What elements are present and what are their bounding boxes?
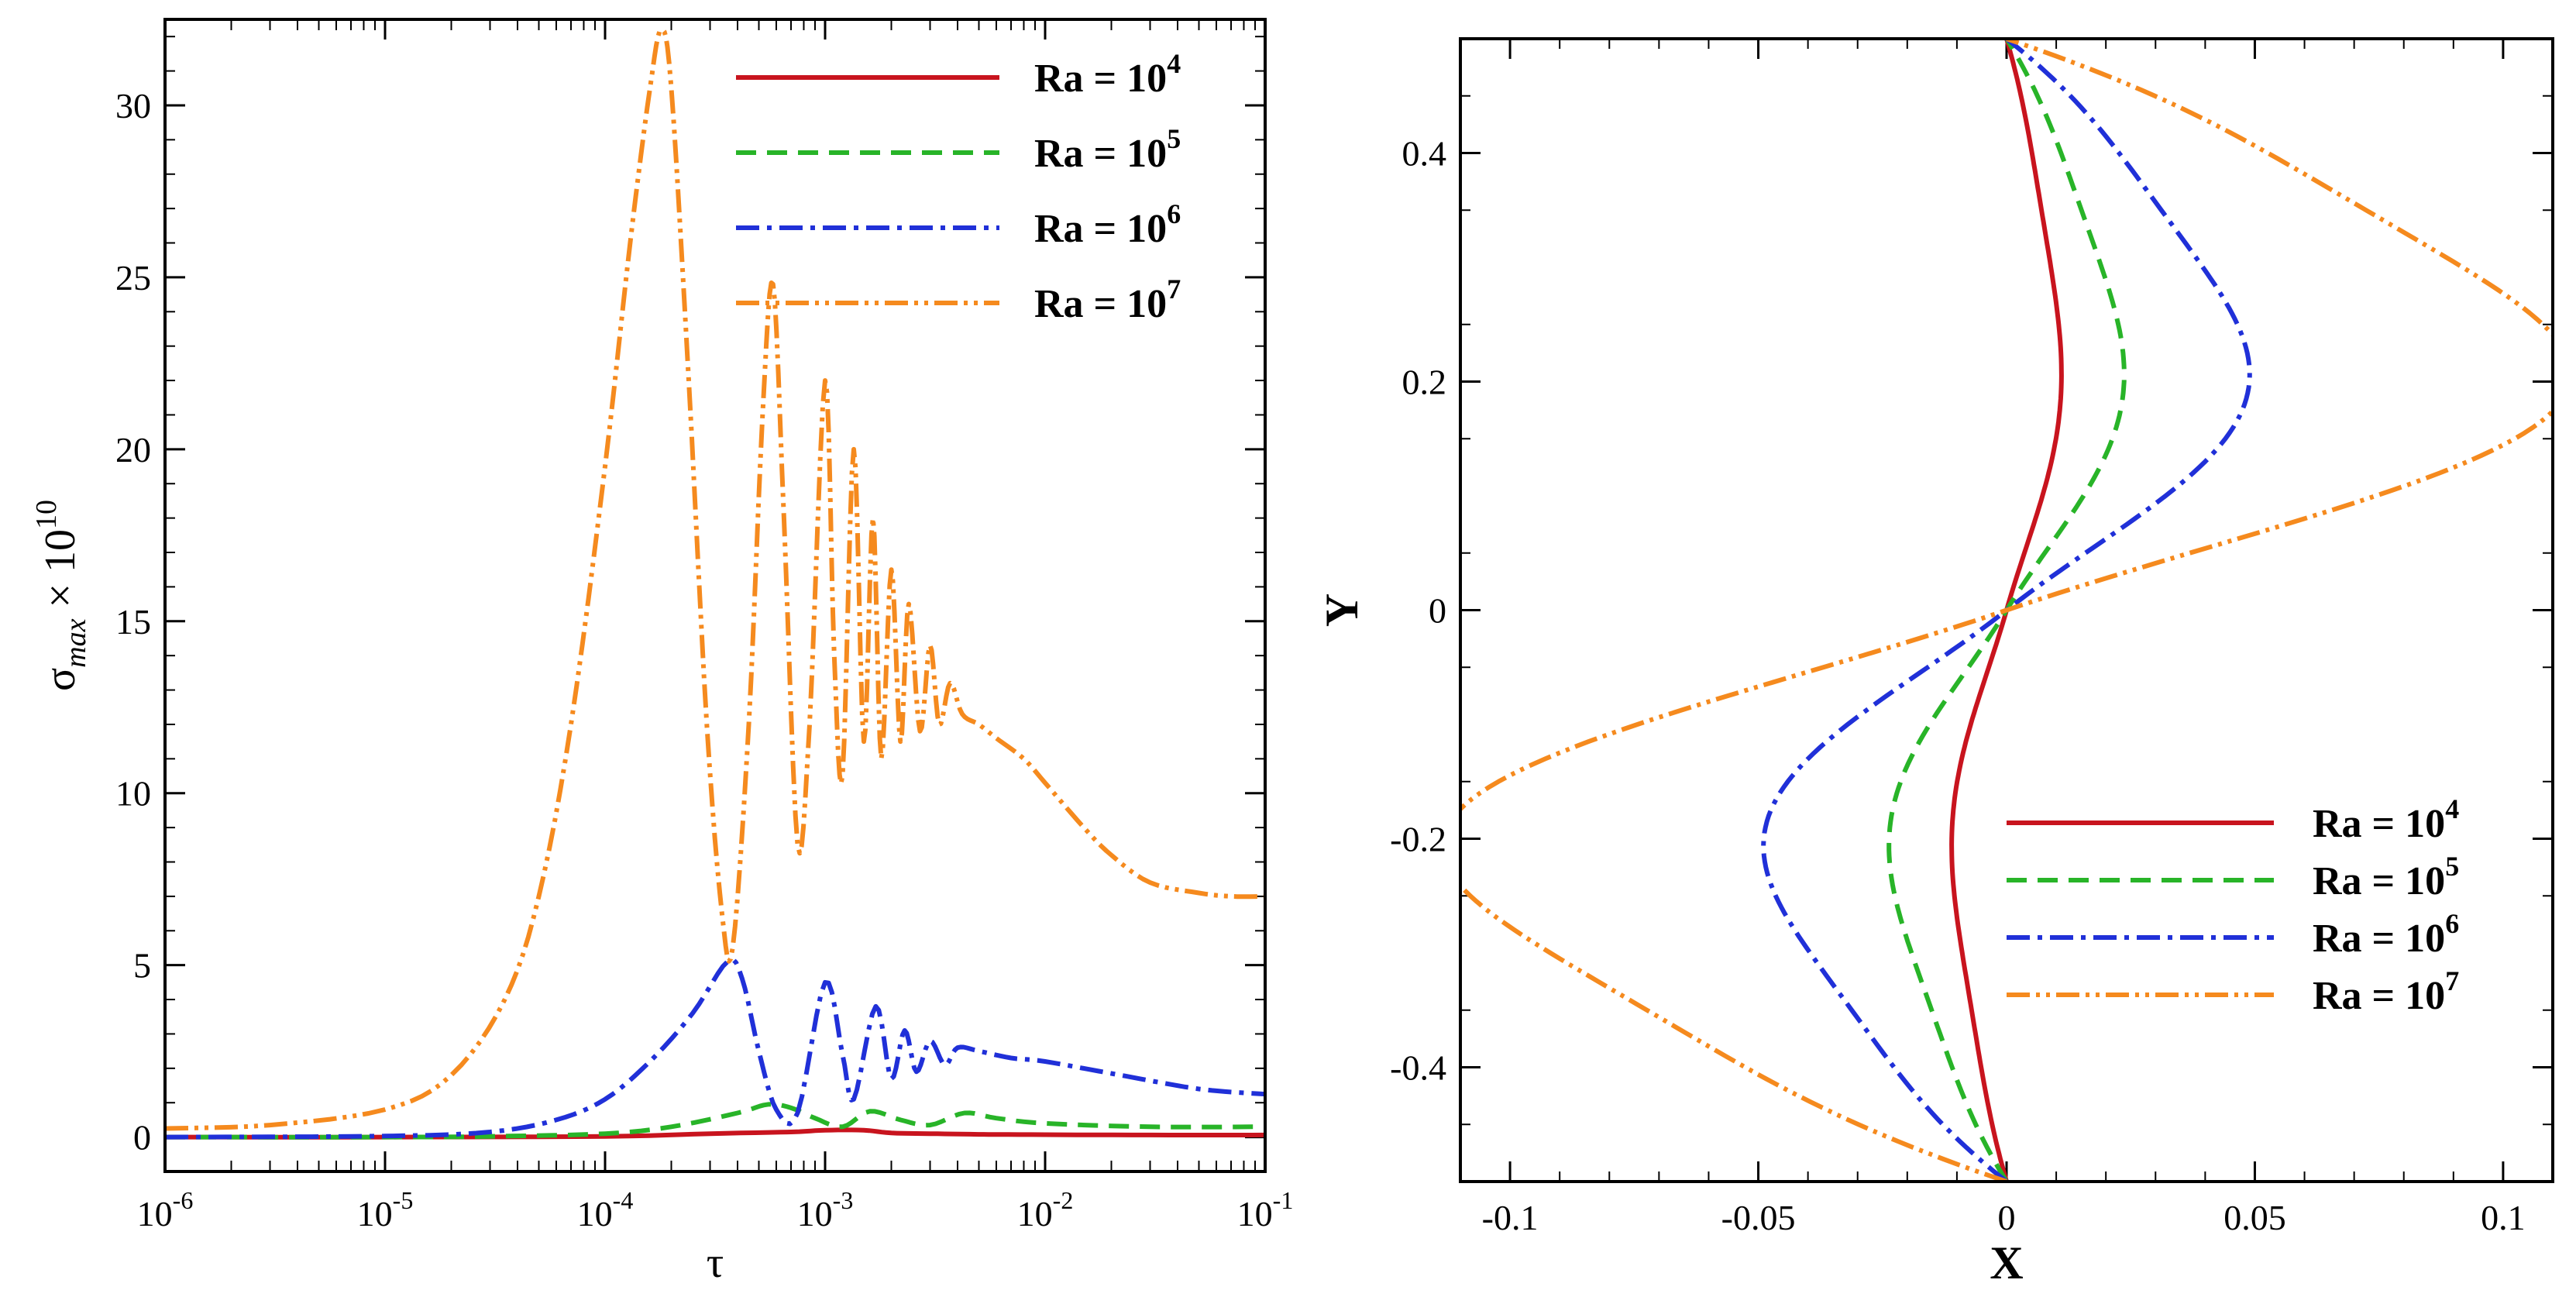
left-legend-label-text: Ra = 10 <box>1034 282 1167 326</box>
left-legend-label-exponent: 6 <box>1167 198 1181 229</box>
left-x-tick-exponent: -3 <box>833 1186 854 1214</box>
right-y-tick-label: -0.2 <box>1390 820 1446 859</box>
right-legend-label-exponent: 7 <box>2445 965 2459 996</box>
left-series-group <box>165 27 1265 1140</box>
right-legend-label-text: Ra = 10 <box>2313 917 2445 961</box>
left-legend-label-text: Ra = 10 <box>1034 57 1167 101</box>
left-legend-label-exponent: 4 <box>1167 48 1181 79</box>
left-plot-area <box>165 19 1265 1171</box>
right-legend-label-exponent: 4 <box>2445 793 2459 824</box>
left-legend-label: Ra = 107 <box>1034 274 1181 326</box>
left-x-tick-exponent: -2 <box>1053 1186 1074 1214</box>
left-y-title-exponent: 10 <box>30 500 63 529</box>
right-chart: -0.1 -0.05 0 0.05 0.1-0.4-0.200.20.4Ra = 104… <box>1316 37 2554 1288</box>
right-legend-label-text: Ra = 10 <box>2313 974 2445 1018</box>
left-y-tick-label: 25 <box>115 258 151 298</box>
right-y-tick-label: 0.2 <box>1402 363 1447 402</box>
right-legend-label: Ra = 105 <box>2313 851 2459 903</box>
left-series-line-7 <box>165 27 1265 1131</box>
left-x-tick-label: 10-1 <box>1237 1186 1294 1233</box>
left-y-tick-label: 5 <box>133 946 151 986</box>
right-legend-label-exponent: 5 <box>2445 851 2459 882</box>
left-x-tick-base: 10 <box>357 1194 393 1233</box>
left-y-axis-title: σmax × 1010 <box>30 500 92 691</box>
left-y-title-sigma: σ <box>36 668 84 691</box>
left-x-tick-exponent: -6 <box>173 1186 194 1214</box>
left-x-tick-base: 10 <box>797 1194 833 1233</box>
right-x-tick-label: -0.1 <box>1482 1198 1539 1237</box>
left-x-tick-label: 10-6 <box>137 1186 194 1233</box>
left-legend-label-text: Ra = 10 <box>1034 132 1167 176</box>
right-legend-label-text: Ra = 10 <box>2313 859 2445 903</box>
left-x-tick-base: 10 <box>1237 1194 1273 1233</box>
left-y-tick-label: 15 <box>115 602 151 642</box>
right-legend-label: Ra = 106 <box>2313 908 2459 961</box>
left-y-tick-label: 30 <box>115 86 151 126</box>
left-x-tick-exponent: -1 <box>1273 1186 1294 1214</box>
left-x-tick-base: 10 <box>137 1194 173 1233</box>
left-x-tick-base: 10 <box>1017 1194 1053 1233</box>
right-x-tick-label: -0.05 <box>1721 1198 1796 1237</box>
right-y-axis-title: Y <box>1316 593 1367 627</box>
right-x-tick-label: 0 <box>1998 1198 2016 1237</box>
left-x-tick-label: 10-4 <box>577 1186 634 1233</box>
left-x-tick-exponent: -5 <box>393 1186 414 1214</box>
left-x-axis-title: τ <box>707 1239 724 1287</box>
left-x-tick-label: 10-5 <box>357 1186 414 1233</box>
left-x-tick-label: 10-3 <box>797 1186 854 1233</box>
right-axes-frame <box>1459 37 2554 1183</box>
left-legend-label: Ra = 104 <box>1034 48 1181 101</box>
right-x-tick-label: 0.1 <box>2481 1198 2526 1237</box>
left-series-line-5 <box>165 1102 1265 1140</box>
left-series-line-4 <box>165 1127 1265 1140</box>
left-x-tick-base: 10 <box>577 1194 613 1233</box>
left-y-tick-label: 20 <box>115 430 151 470</box>
left-x-tick-label: 10-2 <box>1017 1186 1074 1233</box>
right-legend-label: Ra = 104 <box>2313 793 2459 846</box>
left-legend-label-exponent: 5 <box>1167 123 1181 154</box>
left-y-title-times: × 10 <box>36 529 84 619</box>
right-x-axis-title: X <box>1990 1237 2023 1288</box>
right-legend-label-exponent: 6 <box>2445 908 2459 939</box>
right-legend-label-text: Ra = 10 <box>2313 802 2445 846</box>
left-legend-label: Ra = 105 <box>1034 123 1181 176</box>
left-axes-frame <box>163 18 1267 1173</box>
right-x-tick-label: 0.05 <box>2223 1198 2286 1237</box>
right-series-line-7 <box>1460 39 2553 1182</box>
left-y-tick-label: 0 <box>133 1118 151 1158</box>
right-series-group <box>1460 39 2553 1182</box>
left-legend-label-text: Ra = 10 <box>1034 207 1167 251</box>
right-y-tick-label: 0 <box>1429 591 1446 631</box>
left-y-title-subscript: max <box>60 618 92 667</box>
left-legend-label: Ra = 106 <box>1034 198 1181 251</box>
left-legend-label-exponent: 7 <box>1167 274 1181 304</box>
right-y-tick-label: 0.4 <box>1402 134 1447 174</box>
right-legend-label: Ra = 107 <box>2313 965 2459 1018</box>
right-y-tick-label: -0.4 <box>1390 1048 1446 1088</box>
left-y-tick-label: 10 <box>115 774 151 814</box>
left-x-tick-exponent: -4 <box>613 1186 634 1214</box>
